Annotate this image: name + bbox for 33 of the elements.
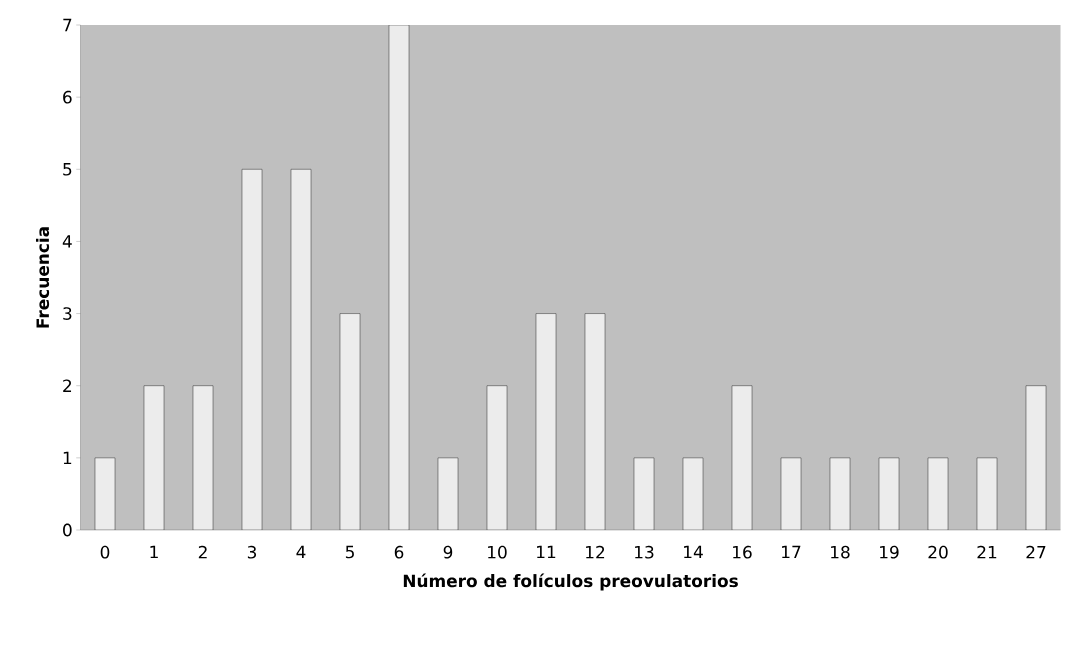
x-tick-label: 20 — [928, 545, 948, 559]
x-tick-label: 12 — [586, 545, 605, 559]
bar — [388, 25, 410, 530]
y-tick-label: 0 — [63, 523, 72, 537]
y-tick-label: 1 — [63, 451, 72, 465]
x-tick-label: 27 — [1026, 545, 1046, 559]
y-tick-label: 2 — [63, 379, 72, 392]
y-tick-label: 4 — [62, 235, 72, 248]
bar — [241, 169, 263, 530]
x-tick-label: 5 — [345, 545, 354, 559]
x-tick-label: 11 — [537, 545, 556, 559]
y-tick-label: 3 — [63, 307, 72, 320]
x-tick-label: 9 — [443, 545, 453, 559]
x-tick-label: 0 — [100, 545, 110, 559]
x-tick-label: 21 — [977, 545, 997, 559]
x-tick-label: 10 — [488, 545, 507, 559]
x-tick-label: 4 — [296, 545, 306, 559]
bar — [290, 169, 312, 530]
x-tick-label: 2 — [198, 545, 207, 559]
x-tick-label: 16 — [733, 545, 752, 559]
x-tick-label: 6 — [394, 545, 404, 559]
x-tick-label: 13 — [635, 545, 654, 559]
y-tick-label: 6 — [63, 90, 72, 104]
x-tick-label: 18 — [831, 545, 850, 559]
y-axis-title: Frecuencia — [36, 227, 50, 328]
x-tick-label: 1 — [150, 545, 158, 559]
x-tick-label: 19 — [880, 545, 899, 559]
y-tick-label: 7 — [63, 18, 72, 32]
y-tick-label: 5 — [63, 163, 72, 176]
x-tick-label: 14 — [684, 545, 703, 559]
x-tick-label: 3 — [247, 545, 257, 559]
x-axis-title: Número de folículos preovulatorios — [403, 573, 738, 591]
x-tick-label: 17 — [782, 545, 801, 559]
